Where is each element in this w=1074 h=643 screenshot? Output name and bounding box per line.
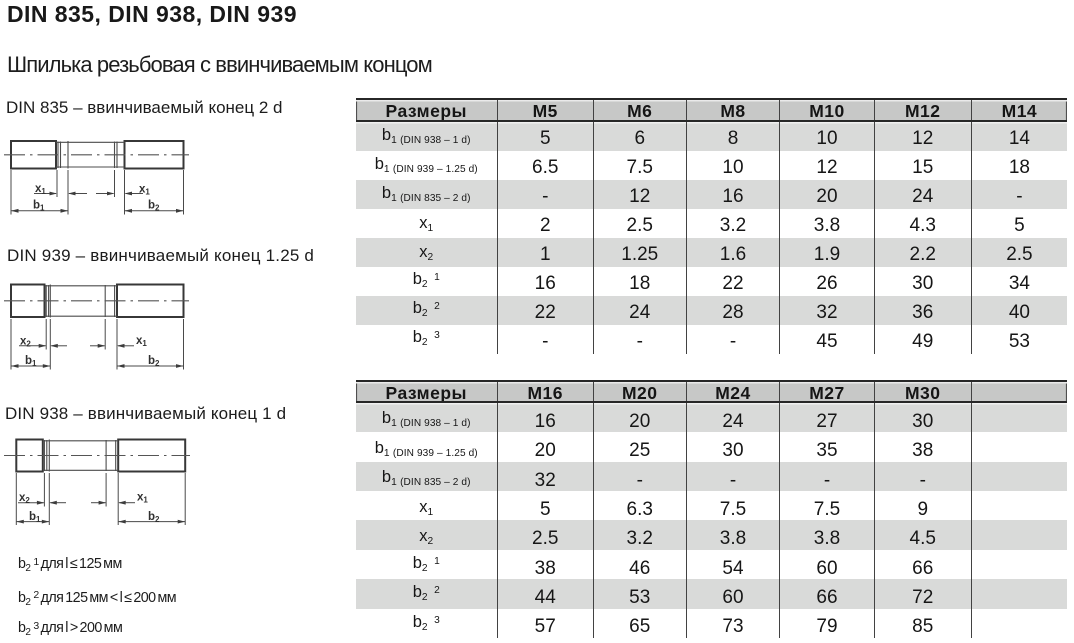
svg-text:x1: x1 bbox=[136, 335, 147, 348]
svg-text:x1: x1 bbox=[35, 183, 46, 196]
svg-text:b1: b1 bbox=[25, 355, 37, 368]
svg-text:x2: x2 bbox=[20, 336, 31, 349]
svg-text:b1: b1 bbox=[29, 511, 41, 524]
svg-text:x1: x1 bbox=[139, 184, 150, 197]
svg-text:b2: b2 bbox=[148, 511, 160, 524]
svg-text:x1: x1 bbox=[137, 492, 148, 505]
svg-text:b2: b2 bbox=[148, 200, 160, 213]
svg-text:x2: x2 bbox=[19, 492, 30, 505]
svg-text:b2: b2 bbox=[148, 355, 160, 368]
svg-text:b1: b1 bbox=[33, 200, 45, 213]
